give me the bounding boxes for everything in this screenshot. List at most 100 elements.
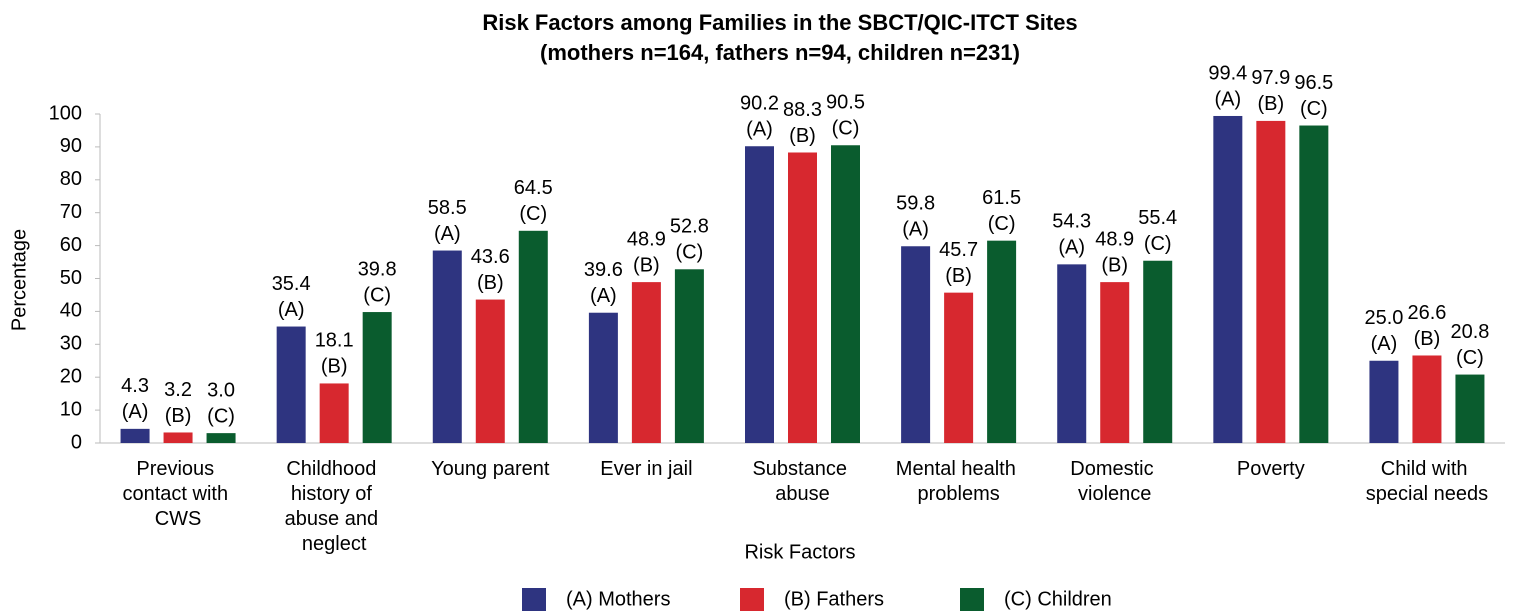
- value-label: 97.9: [1251, 67, 1290, 89]
- value-label: 26.6: [1407, 302, 1446, 324]
- bar: [1412, 355, 1442, 443]
- x-tick-line: abuse: [775, 483, 830, 505]
- value-label: 3.0: [207, 379, 235, 401]
- value-label: 88.3: [783, 99, 822, 121]
- bar: [206, 433, 236, 443]
- chart-subtitle: (mothers n=164, fathers n=94, children n…: [540, 40, 1020, 65]
- bar: [1299, 125, 1329, 443]
- y-tick-label: 40: [60, 300, 82, 322]
- series-tag-label: (A): [434, 223, 461, 245]
- bar: [1057, 264, 1087, 443]
- value-label: 20.8: [1450, 321, 1489, 343]
- x-tick-line: Young parent: [431, 458, 550, 480]
- x-tick-label: Ever in jail: [600, 458, 692, 480]
- value-label: 96.5: [1294, 72, 1333, 94]
- value-label: 39.8: [358, 258, 397, 280]
- x-tick-label: Child with special needs: [1366, 458, 1488, 505]
- value-label: 59.8: [896, 193, 935, 215]
- series-tag-label: (A): [278, 299, 305, 321]
- legend-label: (A) Mothers: [566, 588, 670, 610]
- x-tick-line: special needs: [1366, 483, 1488, 505]
- bar: [1256, 120, 1286, 443]
- bar: [674, 269, 704, 443]
- x-tick-line: neglect: [302, 533, 367, 555]
- series-tag-label: (B): [789, 125, 816, 147]
- series-tag-label: (A): [122, 401, 149, 423]
- x-tick-line: Substance: [752, 458, 852, 480]
- x-tick-label: Substance abuse: [752, 458, 852, 505]
- x-tick-line: Previous: [136, 458, 219, 480]
- y-tick-label: 60: [60, 234, 82, 256]
- series-tag-label: (C): [988, 213, 1016, 235]
- bar: [588, 312, 618, 443]
- bar: [987, 240, 1017, 443]
- series-tag-label: (B): [633, 254, 660, 276]
- series-tag-label: (A): [590, 285, 617, 307]
- value-label: 43.6: [471, 246, 510, 268]
- bar: [276, 326, 306, 443]
- series-tag-label: (B): [1101, 254, 1128, 276]
- legend-label: (C) Children: [1004, 588, 1112, 610]
- bar: [788, 152, 817, 444]
- series-tag-label: (B): [165, 405, 192, 427]
- value-label: 39.6: [584, 259, 623, 281]
- bar: [1100, 282, 1130, 443]
- value-label: 90.5: [826, 92, 865, 114]
- value-label: 90.2: [740, 93, 779, 115]
- series-tag-label: (A): [1214, 88, 1241, 110]
- value-label: 52.8: [670, 216, 709, 238]
- value-label: 55.4: [1138, 207, 1177, 229]
- value-label: 18.1: [315, 330, 354, 352]
- x-tick-line: Ever in jail: [600, 458, 692, 480]
- x-tick-line: contact with: [122, 483, 233, 505]
- x-axis-label: Risk Factors: [744, 541, 855, 563]
- bar: [120, 428, 150, 443]
- x-tick-line: Domestic: [1070, 458, 1159, 480]
- legend-swatch: [522, 588, 546, 611]
- x-tick-line: Childhood: [286, 458, 382, 480]
- bar: [745, 146, 774, 443]
- x-tick-label: Young parent: [431, 458, 550, 480]
- legend-swatch: [960, 588, 984, 611]
- y-tick-label: 80: [60, 168, 82, 190]
- y-axis-label: Percentage: [8, 229, 30, 331]
- y-tick-label: 50: [60, 267, 82, 289]
- series-tag-label: (A): [902, 219, 929, 241]
- x-tick-label: Domestic violence: [1070, 458, 1159, 505]
- y-tick-label: 20: [60, 365, 82, 387]
- y-tick-label: 70: [60, 201, 82, 223]
- x-tick-line: problems: [917, 483, 999, 505]
- bar: [319, 383, 349, 443]
- value-label: 54.3: [1052, 211, 1091, 233]
- x-tick-label: Childhood history of abuse and neglect: [285, 458, 384, 555]
- x-tick-line: violence: [1078, 483, 1151, 505]
- bar: [831, 145, 860, 443]
- value-label: 61.5: [982, 187, 1021, 209]
- bar: [1455, 374, 1485, 443]
- value-label: 64.5: [514, 177, 553, 199]
- series-tag-label: (C): [363, 284, 391, 306]
- value-label: 25.0: [1364, 307, 1403, 329]
- series-tag-label: (B): [945, 265, 972, 287]
- bar: [1213, 115, 1243, 443]
- y-tick-label: 10: [60, 398, 82, 420]
- value-label: 45.7: [939, 239, 978, 261]
- series-tag-label: (C): [207, 405, 235, 427]
- value-label: 4.3: [121, 375, 149, 397]
- chart-title: Risk Factors among Families in the SBCT/…: [482, 10, 1077, 35]
- series-tag-label: (C): [519, 203, 547, 225]
- series-tag-label: (B): [321, 356, 348, 378]
- value-label: 48.9: [1095, 228, 1134, 250]
- series-tag-label: (C): [676, 242, 704, 264]
- series-tag-label: (C): [1300, 98, 1328, 120]
- series-tag-label: (C): [1456, 347, 1484, 369]
- x-tick-line: Child with: [1381, 458, 1473, 480]
- series-tag-label: (A): [746, 119, 773, 141]
- legend-label: (B) Fathers: [784, 588, 884, 610]
- value-label: 35.4: [272, 273, 311, 295]
- x-tick-label: Previous contact with CWS: [122, 458, 233, 530]
- bar: [901, 246, 931, 443]
- y-tick-label: 100: [49, 102, 82, 124]
- series-tag-label: (A): [1371, 333, 1398, 355]
- x-tick-line: history of: [291, 483, 378, 505]
